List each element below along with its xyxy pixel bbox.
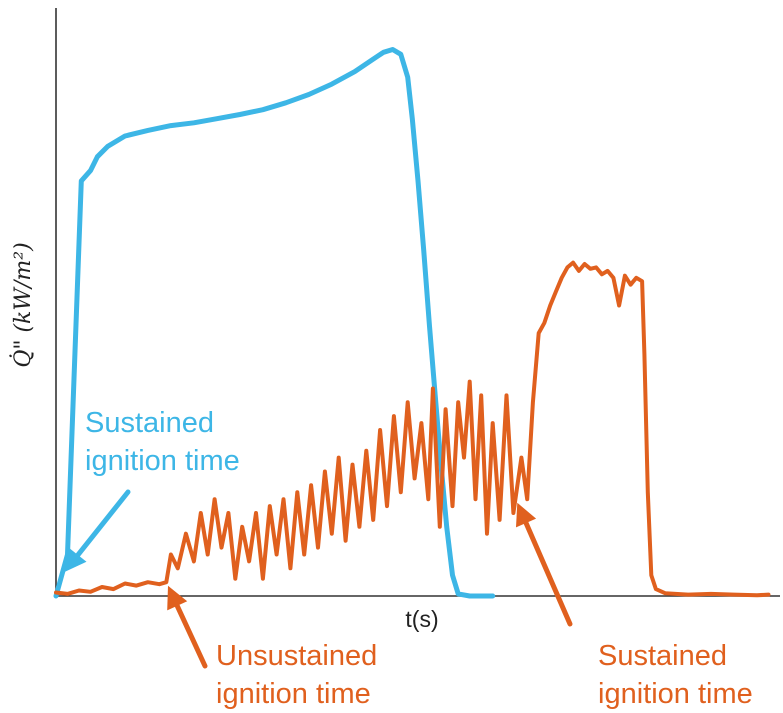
annotation-1-line-2: ignition time — [85, 445, 240, 477]
annotation-2-line-1: Unsustained — [216, 640, 377, 672]
annotation-1: Sustained ignition time — [64, 407, 240, 573]
annotation-3-line-1: Sustained — [598, 640, 727, 672]
series-line-2 — [54, 260, 771, 598]
annotation-layer: Sustained ignition time Unsustained ignitio… — [64, 407, 753, 710]
annotation-1-arrow — [75, 489, 131, 558]
axes — [55, 8, 780, 597]
annotation-2-arrowhead — [167, 585, 188, 611]
x-axis-label: t(s) — [405, 606, 438, 632]
annotation-3: Sustained ignition time — [516, 502, 753, 710]
annotation-3-line-2: ignition time — [598, 678, 753, 710]
y-axis-label: Q̇" (kW/m²) — [10, 242, 36, 367]
annotation-2-arrow — [174, 603, 208, 669]
annotation-2-line-2: ignition time — [216, 678, 371, 710]
annotation-1-arrowhead — [64, 548, 87, 573]
annotation-2: Unsustained ignition time — [167, 585, 377, 710]
annotation-3-arrow — [523, 520, 573, 627]
annotation-1-line-1: Sustained — [85, 407, 214, 439]
series-line-1 — [53, 47, 496, 599]
series-layer — [53, 47, 771, 599]
annotation-3-arrowhead — [516, 502, 537, 528]
